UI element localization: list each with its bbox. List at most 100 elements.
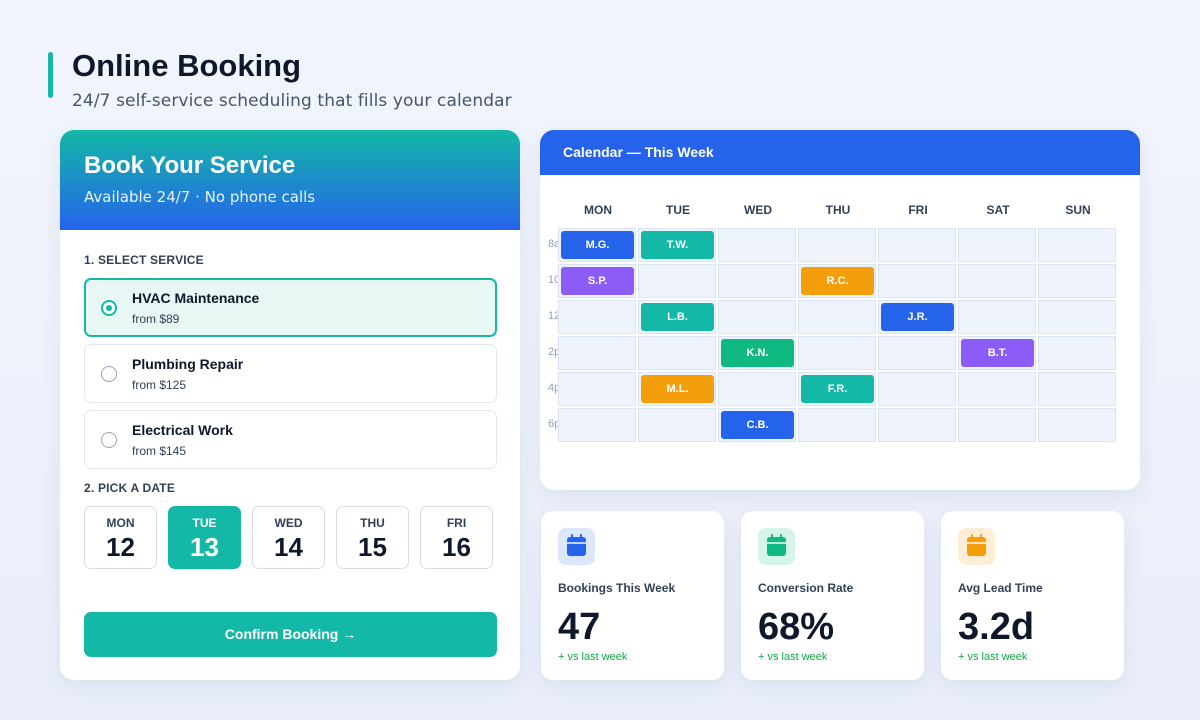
calendar-slot[interactable] — [958, 372, 1036, 406]
time-label: 8am — [548, 238, 558, 250]
calendar-slot[interactable] — [958, 408, 1036, 442]
radio-empty-icon[interactable] — [101, 432, 117, 448]
calendar-slot[interactable] — [718, 300, 796, 334]
calendar-slot[interactable] — [878, 372, 956, 406]
calendar-slot[interactable] — [638, 336, 716, 370]
calendar-slot[interactable] — [718, 264, 796, 298]
day-header: FRI — [908, 203, 928, 217]
stat-card-bookings: Bookings This Week 47 + vs last week — [541, 511, 724, 680]
calendar-slot[interactable] — [558, 300, 636, 334]
calendar-event[interactable]: M.L. — [641, 375, 714, 403]
calendar-slot[interactable] — [878, 264, 956, 298]
calendar-slot[interactable] — [878, 408, 956, 442]
date-section-label: 2. PICK A DATE — [84, 481, 176, 495]
date-number: 14 — [274, 532, 303, 562]
date-tile-mon[interactable]: MON 12 — [84, 506, 157, 569]
calendar-slot[interactable] — [878, 336, 956, 370]
calendar-event[interactable]: M.G. — [561, 231, 634, 259]
stat-label: Bookings This Week — [558, 581, 676, 595]
calendar-slot[interactable] — [718, 372, 796, 406]
date-weekday: WED — [274, 516, 303, 530]
stat-value: 47 — [558, 606, 601, 648]
service-option-plumbing[interactable]: Plumbing Repair from $125 — [84, 344, 497, 403]
service-name: Plumbing Repair — [132, 356, 244, 372]
calendar-slot[interactable] — [798, 228, 876, 262]
calendar-slot[interactable] — [878, 228, 956, 262]
calendar-event[interactable]: L.B. — [641, 303, 714, 331]
radio-empty-icon[interactable] — [101, 366, 117, 382]
stat-card-conversion: Conversion Rate 68% + vs last week — [741, 511, 924, 680]
date-weekday: FRI — [446, 516, 467, 530]
date-weekday: THU — [360, 516, 385, 530]
calendar-slot[interactable] — [718, 228, 796, 262]
calendar-slot[interactable] — [798, 300, 876, 334]
calendar-event[interactable]: J.R. — [881, 303, 954, 331]
calendar-slot[interactable] — [558, 372, 636, 406]
calendar-slot[interactable] — [1038, 408, 1116, 442]
calendar-slot[interactable] — [1038, 228, 1116, 262]
stat-value: 3.2d — [958, 606, 1035, 648]
confirm-booking-button[interactable]: Confirm Booking → — [84, 612, 497, 657]
stat-delta: + vs last week — [958, 651, 1028, 663]
page-title: Online Booking — [72, 48, 302, 83]
calendar-icon — [958, 528, 995, 565]
time-label: 2pm — [548, 346, 558, 358]
service-price: from $125 — [132, 378, 187, 392]
service-name: Electrical Work — [132, 422, 233, 438]
time-label: 6pm — [548, 418, 558, 430]
date-weekday: TUE — [192, 516, 217, 530]
calendar-slot[interactable] — [1038, 264, 1116, 298]
service-option-hvac[interactable]: HVAC Maintenance from $89 — [84, 278, 497, 337]
booking-header: Book Your Service Available 24/7 · No ph… — [60, 130, 520, 230]
date-number: 15 — [358, 532, 387, 562]
booking-title: Book Your Service — [84, 152, 296, 179]
day-header: SUN — [1065, 203, 1091, 217]
date-tile-wed[interactable]: WED 14 — [252, 506, 325, 569]
calendar-event[interactable]: T.W. — [641, 231, 714, 259]
stat-value: 68% — [758, 606, 835, 648]
calendar-event[interactable]: C.B. — [721, 411, 794, 439]
page-subtitle: 24/7 self-service scheduling that fills … — [72, 91, 512, 111]
calendar-event[interactable]: R.C. — [801, 267, 874, 295]
date-tile-tue[interactable]: TUE 13 — [168, 506, 241, 569]
calendar-slot[interactable] — [1038, 300, 1116, 334]
date-number: 13 — [190, 532, 219, 562]
stat-delta: + vs last week — [758, 651, 828, 663]
stat-label: Conversion Rate — [758, 581, 854, 595]
day-header: WED — [744, 203, 772, 217]
service-price: from $145 — [132, 444, 187, 458]
title-accent-bar — [48, 52, 53, 98]
time-label: 10am — [548, 274, 558, 286]
calendar-slot[interactable] — [958, 264, 1036, 298]
calendar-slot[interactable] — [958, 300, 1036, 334]
calendar-slot[interactable] — [798, 336, 876, 370]
calendar-slot[interactable] — [638, 264, 716, 298]
booking-subtitle: Available 24/7 · No phone calls — [84, 188, 316, 206]
stat-delta: + vs last week — [558, 651, 628, 663]
calendar-title: Calendar — This Week — [540, 130, 1140, 175]
calendar-slot[interactable] — [638, 408, 716, 442]
time-label: 12pm — [548, 310, 558, 322]
calendar-slot[interactable] — [1038, 372, 1116, 406]
calendar-slot[interactable] — [558, 408, 636, 442]
day-header: TUE — [666, 203, 690, 217]
service-section-label: 1. SELECT SERVICE — [84, 253, 204, 267]
calendar-slot[interactable] — [958, 228, 1036, 262]
calendar-panel: Calendar — This Week MON TUE WED THU FRI SAT S… — [540, 130, 1140, 490]
date-tile-fri[interactable]: FRI 16 — [420, 506, 493, 569]
service-option-electrical[interactable]: Electrical Work from $145 — [84, 410, 497, 469]
date-tile-thu[interactable]: THU 15 — [336, 506, 409, 569]
day-header: SAT — [986, 203, 1010, 217]
calendar-slot[interactable] — [798, 408, 876, 442]
calendar-icon — [558, 528, 595, 565]
calendar-slot[interactable] — [1038, 336, 1116, 370]
stat-card-lead-time: Avg Lead Time 3.2d + vs last week — [941, 511, 1124, 680]
calendar-event[interactable]: B.T. — [961, 339, 1034, 367]
calendar-event[interactable]: K.N. — [721, 339, 794, 367]
calendar-event[interactable]: F.R. — [801, 375, 874, 403]
radio-selected-icon[interactable] — [101, 300, 117, 316]
calendar-event[interactable]: S.P. — [561, 267, 634, 295]
time-label: 4pm — [548, 382, 558, 394]
calendar-slot[interactable] — [558, 336, 636, 370]
service-price: from $89 — [132, 312, 180, 326]
